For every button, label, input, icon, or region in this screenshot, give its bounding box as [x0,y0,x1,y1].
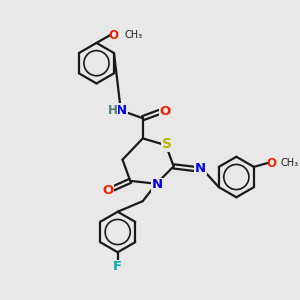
Text: H: H [108,104,118,117]
Text: CH₃: CH₃ [124,30,142,40]
Text: CH₃: CH₃ [281,158,299,168]
Text: F: F [113,260,122,273]
Text: N: N [195,162,206,175]
Text: O: O [102,184,114,197]
Text: O: O [109,29,119,42]
Text: N: N [116,104,127,117]
Text: S: S [162,137,172,151]
Text: N: N [152,178,163,191]
Text: O: O [159,105,171,118]
Text: O: O [266,157,276,169]
